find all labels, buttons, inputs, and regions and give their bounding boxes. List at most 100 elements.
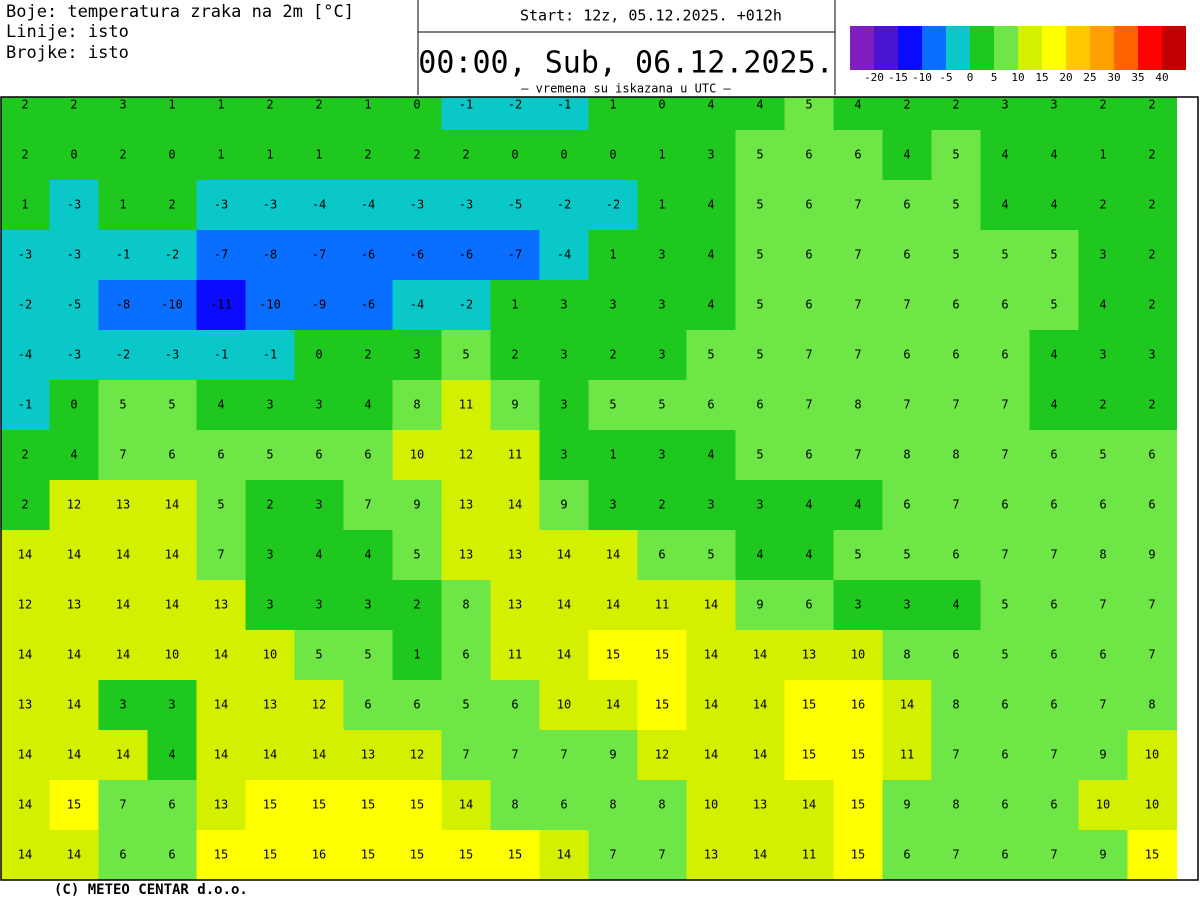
temperature-value: 10 [557,698,571,712]
temperature-cell [784,430,834,481]
temperature-cell [735,730,785,781]
temperature-cell [441,780,491,831]
temperature-value: 3 [315,398,322,412]
temperature-value: 0 [560,148,567,162]
temperature-cell [588,280,638,331]
temperature-value: 7 [217,548,224,562]
temperature-value: 6 [1148,448,1155,462]
temperature-value: 0 [168,148,175,162]
temperature-value: 3 [315,598,322,612]
temperature-value: 7 [854,448,861,462]
temperature-cell [147,180,197,231]
temperature-cell [588,480,638,531]
temperature-value: 0 [70,148,77,162]
temperature-value: 2 [1148,98,1155,112]
temperature-cell [882,780,932,831]
temperature-cell [1127,430,1177,481]
temperature-value: 8 [609,798,616,812]
temperature-cell [245,280,295,331]
temperature-cell [1,780,50,831]
temperature-cell [784,380,834,431]
temperature-value: 7 [805,398,812,412]
temperature-cell [980,180,1030,231]
temperature-value: 2 [413,598,420,612]
temperature-cell [441,180,491,231]
temperature-value: 4 [70,448,77,462]
temperature-cell [833,230,883,281]
temperature-value: 9 [609,748,616,762]
temperature-value: -8 [263,248,277,262]
temperature-cell [588,780,638,831]
temperature-cell [931,97,981,131]
temperature-cell [1,130,50,181]
temperature-value: -2 [165,248,179,262]
colorbar-swatch [1042,26,1066,70]
temperature-cell [49,480,99,531]
temperature-cell [1078,97,1128,131]
temperature-cell [98,780,148,831]
temperature-cell [1029,480,1079,531]
colorbar-label: 35 [1131,71,1144,84]
temperature-value: 5 [756,148,763,162]
temperature-value: -3 [67,348,81,362]
temperature-value: 2 [1099,398,1106,412]
temperature-value: 5 [952,148,959,162]
colorbar-label: -20 [864,71,884,84]
temperature-value: 6 [805,598,812,612]
temperature-cell [1,830,50,880]
temperature-cell [980,680,1030,731]
temperature-value: 4 [315,548,322,562]
temperature-value: 9 [1148,548,1155,562]
temperature-cell [147,830,197,880]
temperature-value: 9 [560,498,567,512]
temperature-value: 5 [707,548,714,562]
temperature-value: 14 [214,648,228,662]
temperature-value: 15 [802,748,816,762]
temperature-value: 7 [560,748,567,762]
temperature-value: 3 [707,148,714,162]
temperature-value: 6 [1148,498,1155,512]
temperature-value: 14 [753,648,767,662]
temperature-cell [441,280,491,331]
temperature-value: -3 [263,198,277,212]
temperature-value: 7 [903,398,910,412]
temperature-value: 13 [263,698,277,712]
temperature-cell [882,130,932,181]
temperature-cell [735,380,785,431]
temperature-cell [196,580,246,631]
temperature-cell [980,230,1030,281]
temperature-value: 5 [1001,248,1008,262]
temperature-value: 6 [1099,648,1106,662]
temperature-value: 5 [119,398,126,412]
temperature-cell [539,730,589,781]
temperature-value: 13 [361,748,375,762]
temperature-cell [1,330,50,381]
temperature-value: 3 [560,348,567,362]
temperature-cell [1,480,50,531]
colorbar-swatch [1138,26,1162,70]
temperature-value: 14 [263,748,277,762]
temperature-value: 6 [315,448,322,462]
temperature-value: 8 [903,648,910,662]
temperature-cell [392,530,442,581]
temperature-value: 4 [854,98,861,112]
temperature-value: 3 [1148,348,1155,362]
temperature-value: 14 [606,548,620,562]
temperature-value: 2 [1148,148,1155,162]
temperature-value: 8 [903,448,910,462]
temperature-value: 16 [851,698,865,712]
temperature-value: 6 [1099,498,1106,512]
temperature-value: 6 [217,448,224,462]
temperature-value: 5 [707,348,714,362]
temperature-cell [588,380,638,431]
temperature-cell [784,830,834,880]
temperature-value: 2 [168,198,175,212]
temperature-value: 8 [511,798,518,812]
temperature-cell [147,730,197,781]
temperature-value: 13 [753,798,767,812]
temperature-cell [98,230,148,281]
temperature-cell [245,180,295,231]
temperature-cell [686,230,736,281]
temperature-value: 4 [1050,198,1057,212]
temperature-cell [392,180,442,231]
